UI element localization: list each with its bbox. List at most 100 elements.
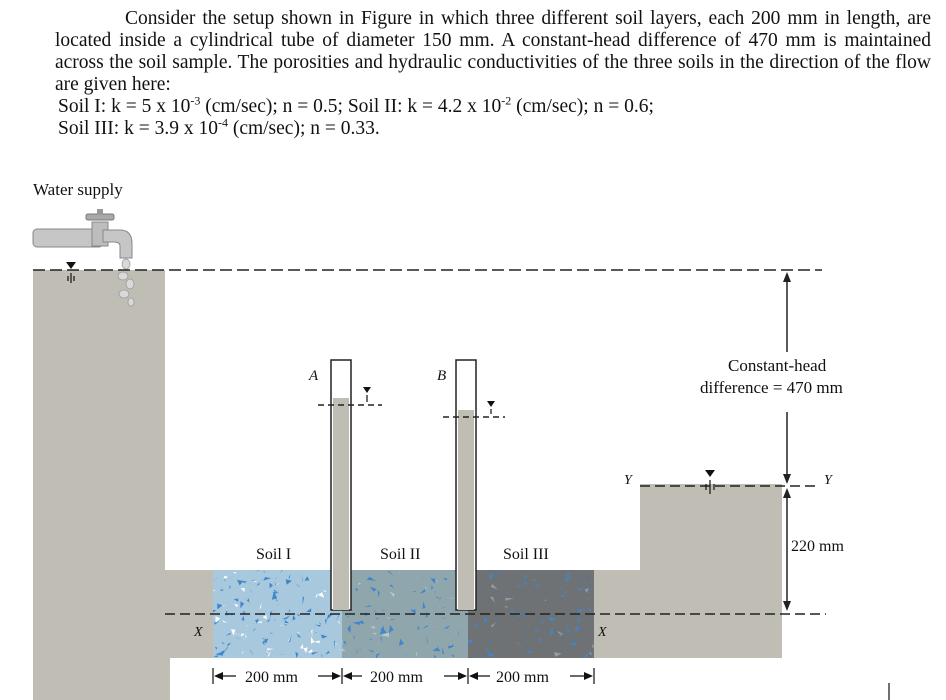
soil-grain [583,653,589,658]
soil-grain [537,638,543,643]
soil-grain [575,626,581,632]
soil-grain [432,647,440,652]
soil-grain [547,616,557,622]
soil-grain [338,648,342,652]
soil-grain [374,618,380,620]
inlet-water-level-triangle [66,262,76,269]
soil-grain [458,629,460,635]
soil-grain [513,607,518,610]
soil-grain [304,576,310,581]
soil-grain [474,622,479,629]
soil-grain [380,636,382,643]
soil-2-exponent: -2 [501,93,512,108]
soil-grain [310,636,315,644]
soil-grain [432,607,436,609]
soil-1-porosity: (cm/sec); n = 0.5; [200,96,348,117]
soil-grain [553,603,557,605]
soil-grain [373,610,378,613]
piezometer-b-water [458,410,474,610]
problem-paragraph: Consider the setup shown in Figure in wh… [55,8,931,95]
soil-grain [592,643,594,649]
soil-grain [253,581,258,583]
soil-3-conductivity: Soil III: k = 3.9 x 10 [58,118,218,139]
soil-grain [422,625,428,629]
soil-grain [302,596,305,605]
soil-grain [554,598,555,599]
soil-grain [380,632,389,637]
soil-grain [306,608,312,613]
soil-grain [296,613,300,617]
soil-grain [587,597,590,600]
soil-grain [440,594,445,596]
soil-grain [357,620,365,624]
soil-grain [388,624,394,633]
soil-grain [436,596,442,599]
soil-1-length-label: 200 mm [245,669,298,686]
soil-grain [287,637,291,642]
soil-grain [397,636,399,638]
soil-grain [413,601,417,603]
soil-grain [268,651,271,658]
soil-grain [213,589,216,591]
soil-grain [583,579,589,585]
soil-grain [250,589,254,595]
soil-grain [242,611,245,614]
faucet-icon [32,209,133,259]
soil-grain [226,576,232,582]
soil-grain [490,622,496,628]
soil-grain [326,614,334,620]
soil-grain [523,638,527,644]
soil-grain [284,624,288,626]
soil-grain [273,609,277,613]
soil-grain [498,635,501,636]
soil-grain [313,640,320,644]
soil-grain [447,584,450,587]
soil-grain [222,641,225,644]
soil-grain [592,639,594,642]
datum-y-label-right: Y [824,473,834,488]
soil-grain [503,606,509,609]
soil-grain [589,652,593,656]
soil-grain [389,619,395,620]
soil-1-exponent: -3 [190,93,201,108]
soil-grain [269,611,273,619]
soil-grain [486,648,489,652]
soil-grain [275,598,278,602]
soil-grain [295,651,299,658]
water-body [33,270,213,700]
soil-grain [438,645,439,649]
soil-grain [279,625,284,626]
soil-grain [334,643,339,645]
soil-grain [398,570,403,574]
soil-grain [245,634,247,638]
tail-reservoir [594,484,782,658]
soil-grain [285,579,292,585]
soil-grain [537,644,540,646]
soil-grain [372,579,377,582]
soil-grain [347,624,351,634]
soil-grain [369,626,375,629]
soil-grain [250,650,254,657]
soil-grain [387,570,394,576]
soil-grain [215,651,224,656]
soil-grain [240,588,245,592]
soil-grain [544,598,547,602]
soil-grain [231,629,236,636]
soil-grain [416,625,418,627]
soil-grain [329,630,332,632]
soil-grain [435,579,439,582]
soil-grain [227,642,232,647]
soil-grain [244,596,247,600]
soil-grain [527,650,534,654]
datum-x-label-left: X [193,625,203,640]
soil-grain [303,647,308,654]
inlet-water-level-ticks [67,273,75,283]
soil-grain [449,643,454,648]
soil-grain [360,584,363,588]
head-difference-dimension [783,272,791,484]
soil-grain [386,616,391,619]
soil-grain [288,574,291,579]
soil-grain [335,615,340,621]
soil-grain [438,649,441,653]
soil-grain [442,646,445,655]
